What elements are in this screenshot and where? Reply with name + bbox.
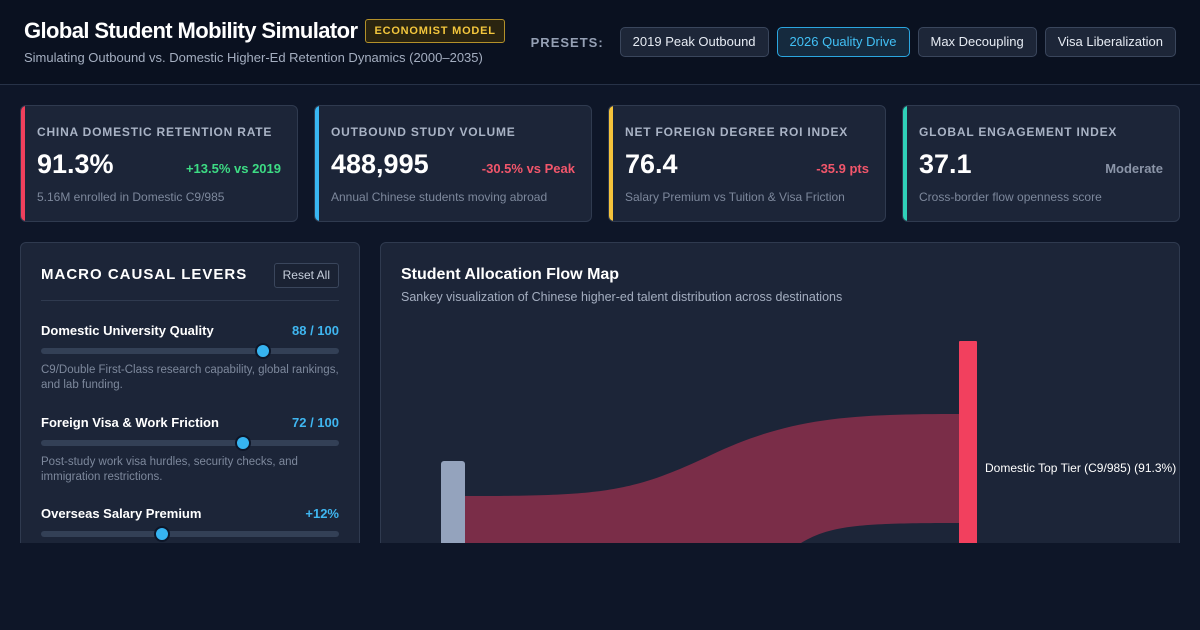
kpi-delta: +13.5% vs 2019 — [185, 161, 281, 176]
sankey-node-domestic-top-tier[interactable] — [959, 341, 977, 562]
kpi-accent-bar — [21, 106, 25, 221]
kpi-delta: -30.5% vs Peak — [481, 161, 575, 176]
kpi-card-domestic-retention: China Domestic Retention Rate 91.3% +13.… — [20, 105, 298, 222]
title-row: Global Student Mobility Simulator ECONOM… — [24, 18, 505, 44]
lever-description: Post-study work visa hurdles, security c… — [41, 456, 298, 483]
kpi-card-outbound-volume: Outbound Study Volume 488,995 -30.5% vs … — [314, 105, 592, 222]
kpi-card-engagement-index: Global Engagement Index 37.1 Moderate Cr… — [902, 105, 1180, 222]
app-header: Global Student Mobility Simulator ECONOM… — [0, 0, 1200, 85]
presets-label: PRESETS: — [530, 34, 604, 50]
lever-slider-thumb[interactable] — [255, 343, 271, 359]
kpi-label: Outbound Study Volume — [331, 125, 516, 139]
kpi-note: Annual Chinese students moving abroad — [331, 190, 548, 204]
lever-slider-track[interactable] — [41, 526, 339, 542]
preset-2019-peak-outbound-button[interactable]: 2019 Peak Outbound — [619, 27, 769, 57]
kpi-label: Global Engagement Index — [919, 125, 1118, 139]
kpi-accent-bar — [903, 106, 907, 221]
model-badge: ECONOMIST MODEL — [365, 19, 505, 43]
kpi-value: 488,995 — [331, 149, 429, 179]
kpi-note: Salary Premium vs Tuition & Visa Frictio… — [625, 190, 845, 204]
kpi-note: 5.16M enrolled in Domestic C9/985 — [37, 190, 225, 204]
lever-slider-thumb[interactable] — [235, 435, 252, 451]
lever-value: +12% — [305, 506, 339, 521]
preset-visa-liberalization-button[interactable]: Visa Liberalization — [1044, 27, 1176, 57]
lever-description: C9/Double First-Class research capabilit… — [41, 364, 339, 391]
lever-slider-thumb[interactable] — [153, 526, 170, 542]
kpi-label: Net Foreign Degree ROI Index — [625, 125, 849, 139]
kpi-value: 91.3% — [37, 149, 114, 179]
lever-value: 88 / 100 — [292, 323, 339, 338]
lever-slider-track[interactable] — [41, 435, 339, 451]
preset-2026-quality-drive-button[interactable]: 2026 Quality Drive — [776, 27, 910, 57]
kpi-note: Cross-border flow openness score — [919, 190, 1102, 204]
sankey-node-source[interactable] — [441, 461, 465, 562]
kpi-label: China Domestic Retention Rate — [37, 125, 273, 139]
reset-all-button[interactable]: Reset All — [273, 263, 339, 288]
flow-title: Student Allocation Flow Map — [401, 266, 620, 283]
macro-levers-panel: MACRO CAUSAL LEVERS Reset All Domestic U… — [20, 242, 360, 562]
app-title: Global Student Mobility Simulator — [24, 18, 358, 43]
kpi-delta: -35.9 pts — [816, 161, 869, 176]
preset-max-decoupling-button[interactable]: Max Decoupling — [917, 27, 1037, 57]
flow-map-panel: Student Allocation Flow Map Sankey visua… — [380, 242, 1180, 562]
levers-divider — [41, 300, 339, 301]
kpi-value: 76.4 — [625, 149, 678, 179]
sankey-link-domestic[interactable] — [465, 414, 961, 543]
flow-subtitle: Sankey visualization of Chinese higher-e… — [401, 290, 843, 304]
kpi-accent-bar — [609, 106, 613, 221]
app-subtitle: Simulating Outbound vs. Domestic Higher-… — [24, 50, 483, 65]
viewport-bottom — [0, 543, 1200, 630]
levers-title: MACRO CAUSAL LEVERS — [41, 266, 248, 283]
lever-value: 72 / 100 — [292, 415, 339, 430]
sankey-diagram — [441, 341, 977, 562]
sankey-target-label: Domestic Top Tier (C9/985) (91.3%) — [985, 461, 1177, 475]
kpi-card-roi-index: Net Foreign Degree ROI Index 76.4 -35.9 … — [608, 105, 886, 222]
lever-name: Domestic University Quality — [41, 323, 214, 338]
lever-slider-track[interactable] — [41, 343, 339, 359]
presets-bar: PRESETS: 2019 Peak Outbound 2026 Quality… — [531, 27, 1176, 57]
lever-name: Foreign Visa & Work Friction — [41, 415, 219, 430]
kpi-delta: Moderate — [1105, 161, 1163, 176]
kpi-value: 37.1 — [919, 149, 972, 179]
lever-name: Overseas Salary Premium — [41, 506, 202, 521]
kpi-accent-bar — [315, 106, 319, 221]
